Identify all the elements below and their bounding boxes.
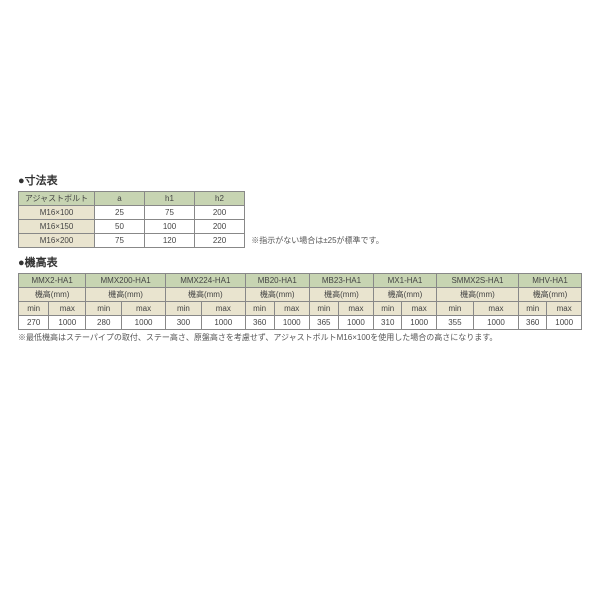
col-header: h1	[145, 192, 195, 206]
dimensions-title: ●寸法表	[18, 172, 582, 188]
col-header: アジャストボルト	[19, 192, 95, 206]
values-row: 2701000 2801000 3001000 3601000 3651000 …	[19, 316, 582, 330]
col-header: a	[95, 192, 145, 206]
table-row: M16×100 25 75 200	[19, 206, 245, 220]
height-title: ●機高表	[18, 254, 582, 270]
height-table: MMX2-HA1 MMX200-HA1 MMX224-HA1 MB20-HA1 …	[18, 273, 582, 330]
table-row: M16×200 75 120 220	[19, 234, 245, 248]
table-row: M16×150 50 100 200	[19, 220, 245, 234]
minmax-row: minmax minmax minmax minmax minmax minma…	[19, 302, 582, 316]
dimensions-note: ※指示がない場合は±25が標準です。	[251, 235, 384, 246]
subheader-row: 機高(mm) 機高(mm) 機高(mm) 機高(mm) 機高(mm) 機高(mm…	[19, 288, 582, 302]
model-row: MMX2-HA1 MMX200-HA1 MMX224-HA1 MB20-HA1 …	[19, 274, 582, 288]
dimensions-table: アジャストボルト a h1 h2 M16×100 25 75 200 M16×1…	[18, 191, 245, 248]
height-note: ※最低機高はステーパイプの取付、ステー高さ、原盤高さを考慮せず、アジャストボルト…	[18, 332, 582, 343]
col-header: h2	[195, 192, 245, 206]
